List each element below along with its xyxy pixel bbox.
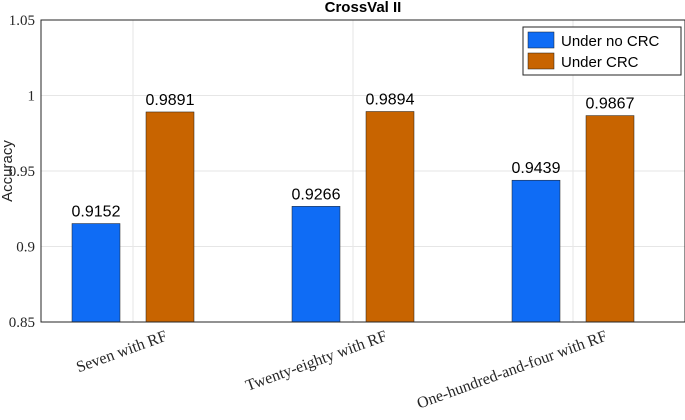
chart-title: CrossVal II bbox=[325, 0, 402, 16]
y-tick-label: 0.9 bbox=[16, 240, 35, 256]
y-tick-label: 0.95 bbox=[9, 164, 35, 180]
legend-label-under-no-crc: Under no CRC bbox=[561, 33, 660, 50]
legend: Under no CRC Under CRC bbox=[522, 26, 682, 76]
y-axis: 0.85 0.9 0.95 1 1.05 bbox=[9, 13, 35, 331]
bars bbox=[71, 111, 635, 323]
bar bbox=[145, 111, 195, 323]
data-labels: 0.9152 0.9266 0.9439 0.9891 0.9894 0.9867 bbox=[72, 92, 635, 221]
x-tick-label: One-hundred-and-four with RF bbox=[415, 328, 610, 413]
data-label: 0.9266 bbox=[292, 186, 341, 203]
legend-swatch-under-crc bbox=[527, 52, 555, 70]
bar bbox=[511, 179, 561, 323]
data-label: 0.9891 bbox=[146, 92, 195, 109]
y-tick-label: 1 bbox=[28, 89, 36, 105]
y-tick-label: 0.85 bbox=[9, 315, 35, 331]
x-axis: Seven with RF Twenty-eighty with RF One-hu… bbox=[74, 328, 609, 413]
bar bbox=[365, 111, 415, 323]
bar bbox=[291, 206, 341, 323]
data-label: 0.9894 bbox=[366, 92, 415, 109]
bar bbox=[585, 115, 635, 323]
legend-label-under-crc: Under CRC bbox=[561, 54, 639, 71]
y-axis-label: Accuracy bbox=[0, 140, 16, 202]
plot-area-border bbox=[40, 19, 685, 323]
x-tick-label: Twenty-eighty with RF bbox=[243, 328, 389, 395]
bar bbox=[71, 223, 121, 323]
data-label: 0.9867 bbox=[586, 96, 635, 113]
data-label: 0.9439 bbox=[512, 160, 561, 177]
x-tick-label: Seven with RF bbox=[74, 328, 169, 377]
data-label: 0.9152 bbox=[72, 204, 121, 221]
legend-swatch-under-no-crc bbox=[527, 31, 555, 49]
y-tick-label: 1.05 bbox=[9, 13, 35, 29]
